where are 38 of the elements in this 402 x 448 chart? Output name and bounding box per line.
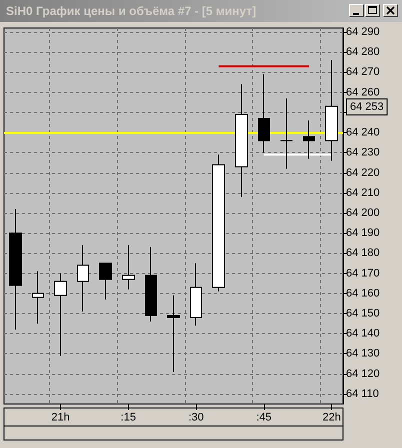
- x-tick-label: :30: [188, 412, 204, 424]
- y-tick-label: 64 110: [346, 388, 379, 400]
- x-tick-label: 22h: [322, 412, 341, 424]
- candlestick: [190, 262, 202, 326]
- candlestick: [167, 294, 180, 372]
- y-tick-label: 64 220: [346, 166, 380, 179]
- candlestick: [303, 120, 315, 160]
- candlestick: [280, 98, 293, 170]
- y-tick-label: 64 140: [346, 328, 380, 340]
- y-tick-label: 64 180: [346, 247, 380, 260]
- candlestick: [9, 208, 22, 330]
- x-tick-label: :45: [256, 412, 272, 424]
- y-tick-label: 64 190: [346, 227, 380, 240]
- y-tick-label: 64 160: [346, 287, 380, 300]
- candlestick: [122, 244, 135, 290]
- text: 64 253: [350, 100, 384, 113]
- y-tick-label: 64 230: [346, 146, 380, 159]
- y-tick-label: 64 240: [346, 126, 380, 139]
- y-tick-label: 64 150: [346, 308, 380, 320]
- y-tick-label: 64 290: [346, 26, 380, 38]
- candlestick: [145, 246, 157, 322]
- y-tick-label: 64 260: [346, 86, 380, 98]
- y-tick-label: 64 210: [346, 186, 380, 199]
- y-tick-label: 64 130: [346, 348, 380, 360]
- x-tick-label: :15: [120, 412, 136, 424]
- y-tick-label: 64 270: [346, 66, 380, 78]
- y-tick-label: 64 200: [346, 206, 380, 219]
- candlestick: [212, 154, 225, 292]
- candlestick: [258, 74, 270, 154]
- candlestick: [32, 270, 44, 324]
- y-tick-label: 64 120: [346, 368, 380, 380]
- candlestick: [54, 272, 67, 356]
- candlestick: [235, 84, 248, 198]
- x-tick-label: 21h: [51, 412, 70, 424]
- y-tick-label: 64 280: [346, 46, 380, 58]
- candlestick: [77, 244, 89, 312]
- y-tick-label: 64 170: [346, 267, 380, 280]
- candlestick: [99, 262, 112, 300]
